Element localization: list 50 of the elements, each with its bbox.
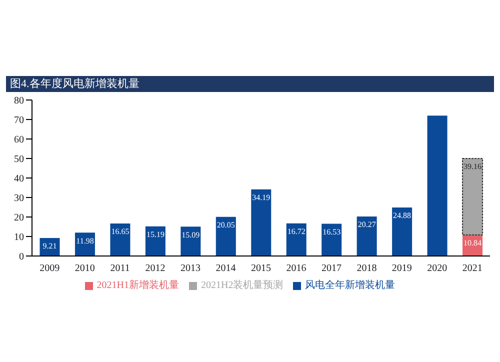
data-label: 15.19 bbox=[146, 230, 164, 240]
bar bbox=[251, 189, 272, 256]
bar bbox=[322, 224, 342, 256]
x-tick-label: 2020 bbox=[427, 263, 448, 274]
bar bbox=[145, 226, 166, 256]
x-tick-label: 2011 bbox=[110, 263, 130, 274]
data-label: 10.84 bbox=[464, 238, 482, 248]
y-tick-label: 70 bbox=[14, 115, 24, 126]
y-tick-label: 20 bbox=[14, 212, 24, 224]
legend-label: 风电全年新增装机量 bbox=[305, 280, 396, 291]
data-label: 24.88 bbox=[393, 211, 412, 220]
x-tick-label: 2010 bbox=[74, 263, 95, 274]
bar bbox=[180, 226, 201, 256]
y-tick-label: 10 bbox=[14, 232, 24, 244]
x-tick-label: 2021 bbox=[462, 263, 482, 274]
x-tick-label: 2016 bbox=[286, 263, 306, 274]
data-label: 20.05 bbox=[216, 220, 235, 230]
data-label: 9.21 bbox=[42, 242, 57, 251]
data-label: 16.65 bbox=[111, 227, 130, 236]
data-label: 34.19 bbox=[252, 193, 270, 202]
y-tick-label: 30 bbox=[14, 193, 24, 204]
data-label: 11.98 bbox=[76, 236, 94, 246]
x-tick-label: 2009 bbox=[40, 263, 60, 274]
y-tick-label: 80 bbox=[14, 96, 24, 107]
data-label: 16.72 bbox=[287, 227, 306, 236]
x-tick-label: 2015 bbox=[251, 263, 271, 274]
y-tick-label: 0 bbox=[19, 252, 24, 263]
x-tick-label: 2017 bbox=[321, 263, 342, 274]
data-label: 20.27 bbox=[358, 220, 376, 230]
bar bbox=[216, 216, 236, 256]
x-tick-label: 2019 bbox=[392, 263, 412, 274]
data-label: 39.16 bbox=[464, 162, 482, 172]
x-tick-label: 2013 bbox=[180, 263, 201, 274]
x-tick-label: 2018 bbox=[356, 263, 377, 274]
bar bbox=[392, 207, 412, 256]
y-tick-label: 60 bbox=[14, 134, 24, 146]
y-tick-label: 40 bbox=[14, 174, 24, 185]
bar bbox=[110, 224, 130, 256]
legend-label: 2021H2装机量预测 bbox=[201, 280, 284, 291]
x-tick-label: 2014 bbox=[216, 263, 236, 274]
data-label: 16.53 bbox=[322, 227, 341, 236]
bar bbox=[462, 158, 484, 236]
legend-label: 2021H1新增装机量 bbox=[96, 280, 179, 291]
bar bbox=[427, 116, 448, 256]
y-tick-label: 50 bbox=[14, 154, 24, 166]
chart-title: 图4.各年度风电新增装机量 bbox=[6, 76, 494, 92]
x-tick-label: 2012 bbox=[145, 263, 166, 274]
data-label: 15.09 bbox=[182, 230, 200, 240]
bar bbox=[356, 216, 377, 256]
bar bbox=[286, 223, 306, 256]
